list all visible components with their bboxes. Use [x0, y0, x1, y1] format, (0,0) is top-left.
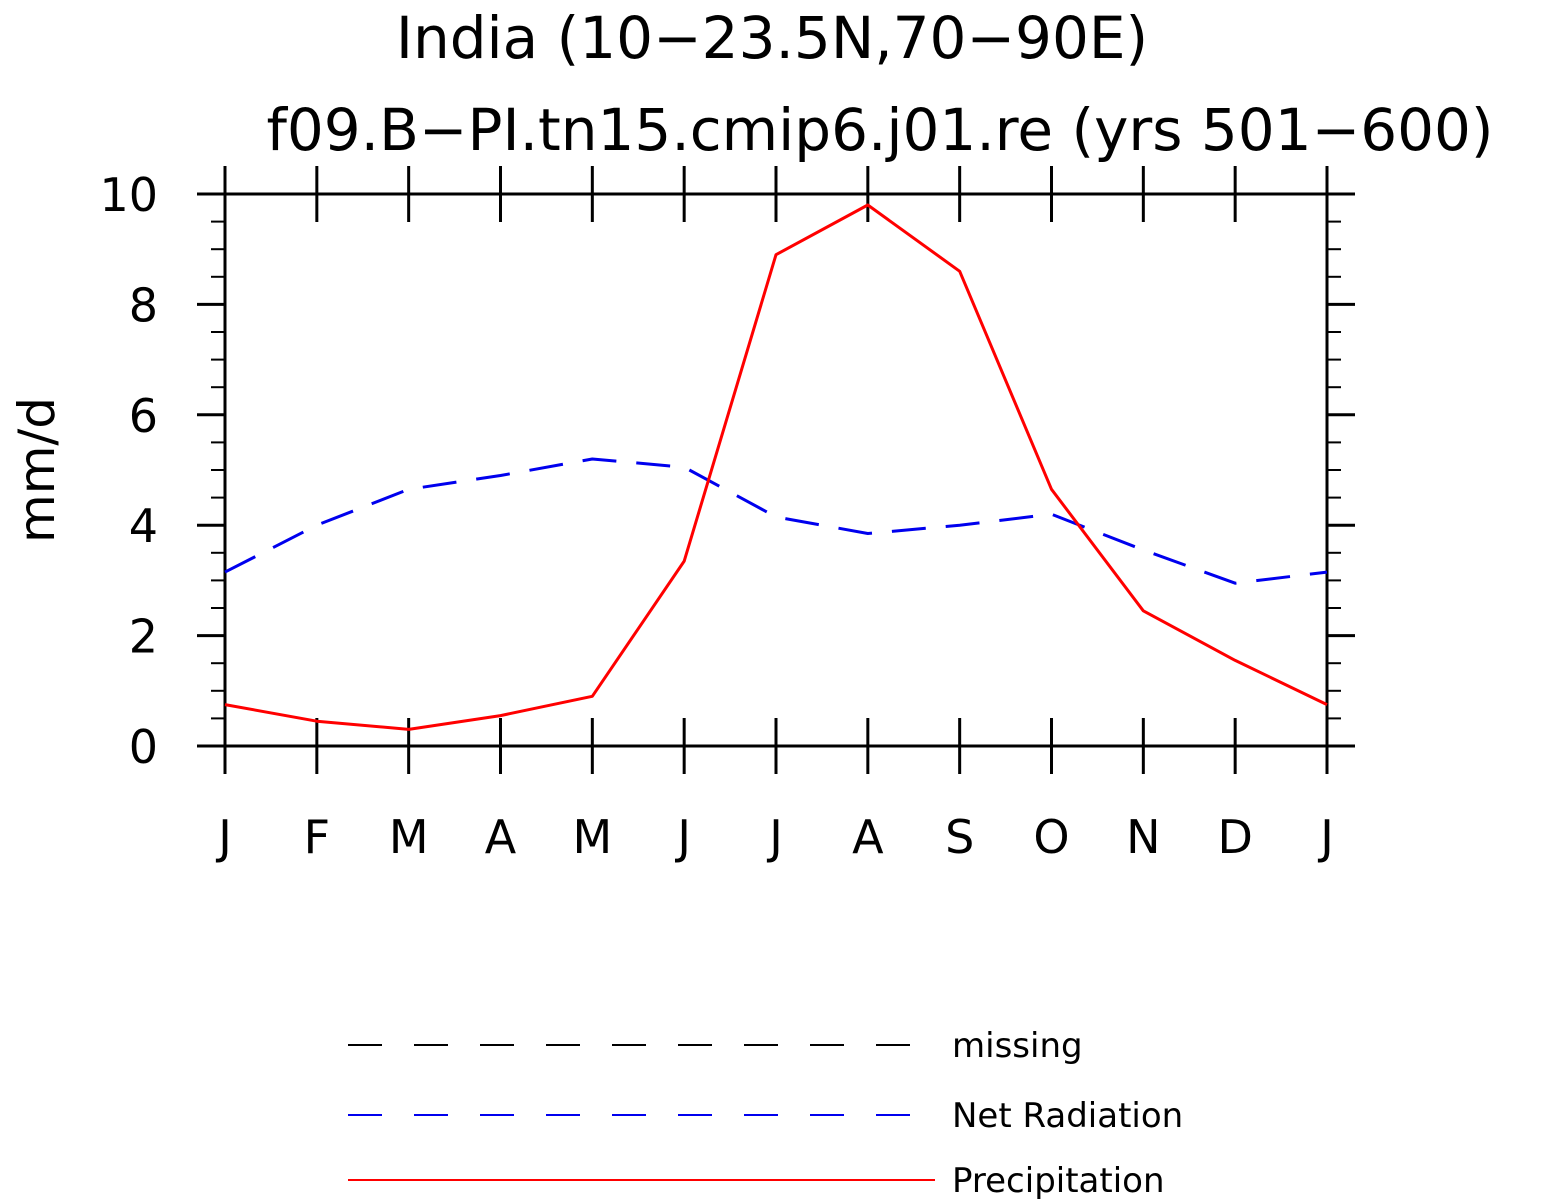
- y-tick-label: 6: [129, 389, 158, 443]
- legend-label-missing: missing: [952, 1026, 1083, 1066]
- x-tick-label: M: [572, 810, 612, 864]
- x-tick-label: S: [945, 810, 974, 864]
- x-tick-label: J: [674, 810, 691, 864]
- legend: missing Net Radiation Precipitation: [348, 1026, 1183, 1199]
- series-line-precipitation: [224, 203, 1328, 731]
- chart-subtitle: f09.B−PI.tn15.cmip6.j01.re (yrs 501−600): [266, 96, 1493, 164]
- y-tick-label: 8: [129, 278, 158, 332]
- plot-frame: [223, 192, 1329, 748]
- y-axis-label: mm/d: [8, 397, 66, 543]
- y-tick-label: 2: [129, 610, 158, 664]
- series-layer: [224, 203, 1328, 731]
- y-tick-label: 10: [99, 168, 158, 222]
- y-tick-label: 0: [129, 720, 158, 774]
- legend-label-precipitation: Precipitation: [952, 1161, 1165, 1199]
- x-tick-label: F: [304, 810, 330, 864]
- x-tick-label: M: [389, 810, 429, 864]
- x-tick-label: O: [1033, 810, 1069, 864]
- axes: J F M A M J J A S O N D J 0 2 4 6 8 10: [99, 166, 1355, 864]
- chart-title: India (10−23.5N,70−90E): [396, 4, 1148, 72]
- legend-label-net-radiation: Net Radiation: [952, 1096, 1183, 1136]
- series-line-net-radiation: [224, 457, 1328, 585]
- x-tick-label: A: [485, 810, 517, 864]
- x-tick-label: J: [766, 810, 783, 864]
- x-tick-label: J: [215, 810, 232, 864]
- y-tick-label: 4: [129, 499, 158, 553]
- x-tick-label: A: [852, 810, 884, 864]
- x-tick-label: D: [1217, 810, 1252, 864]
- x-tick-label: N: [1126, 810, 1160, 864]
- x-tick-label: J: [1317, 810, 1334, 864]
